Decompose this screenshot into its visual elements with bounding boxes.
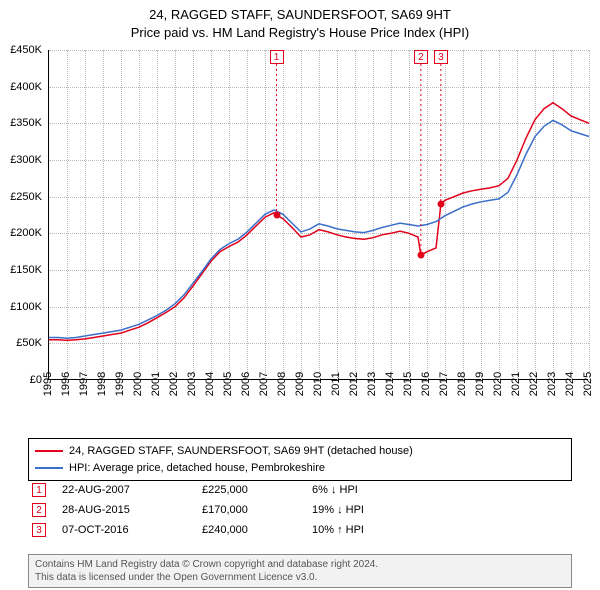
plot-rect: 1 23	[48, 50, 588, 380]
title-block: 24, RAGGED STAFF, SAUNDERSFOOT, SA69 9HT…	[0, 0, 600, 42]
sales-row: 1 22-AUG-2007£225,0006% ↓ HPI	[28, 480, 572, 500]
sale-price: £170,000	[202, 504, 312, 516]
sale-date: 07-OCT-2016	[62, 524, 202, 536]
ytick-label: £350K	[0, 117, 42, 129]
legend-label: 24, RAGGED STAFF, SAUNDERSFOOT, SA69 9HT…	[69, 443, 413, 460]
ytick-label: £450K	[0, 44, 42, 56]
xtick-label: 2008	[276, 372, 288, 396]
sale-diff: 10% ↑ HPI	[312, 524, 442, 536]
xtick-label: 2010	[312, 372, 324, 396]
xtick-label: 2005	[222, 372, 234, 396]
sale-diff: 6% ↓ HPI	[312, 484, 442, 496]
sale-diff: 19% ↓ HPI	[312, 504, 442, 516]
xtick-label: 2011	[330, 372, 342, 396]
sales-row: 2 28-AUG-2015£170,00019% ↓ HPI	[28, 500, 572, 520]
sale-dot	[273, 212, 280, 219]
xtick-label: 2018	[456, 372, 468, 396]
xtick-label: 2025	[582, 372, 594, 396]
xtick-label: 2023	[546, 372, 558, 396]
sales-row: 3 07-OCT-2016£240,00010% ↑ HPI	[28, 520, 572, 540]
sale-dot	[417, 252, 424, 259]
legend-row: 24, RAGGED STAFF, SAUNDERSFOOT, SA69 9HT…	[35, 443, 565, 460]
ytick-label: £250K	[0, 191, 42, 203]
ytick-label: £150K	[0, 264, 42, 276]
sale-price: £225,000	[202, 484, 312, 496]
xtick-label: 2001	[150, 372, 162, 396]
xtick-label: 2012	[348, 372, 360, 396]
footer: Contains HM Land Registry data © Crown c…	[28, 554, 572, 588]
xtick-label: 2016	[420, 372, 432, 396]
sale-marker-box: 3	[434, 50, 448, 64]
sale-marker-box: 2	[414, 50, 428, 64]
ytick-label: £0	[0, 374, 42, 386]
chart-area: 123 £0£50K£100K£150K£200K£250K£300K£350K…	[48, 50, 588, 410]
xtick-label: 1996	[60, 372, 72, 396]
xtick-label: 2017	[438, 372, 450, 396]
footer-line2: This data is licensed under the Open Gov…	[35, 571, 565, 584]
chart-container: 24, RAGGED STAFF, SAUNDERSFOOT, SA69 9HT…	[0, 0, 600, 590]
sale-row-marker: 2	[32, 503, 46, 517]
xtick-label: 2020	[492, 372, 504, 396]
xtick-label: 2014	[384, 372, 396, 396]
xtick-label: 2024	[564, 372, 576, 396]
legend: 24, RAGGED STAFF, SAUNDERSFOOT, SA69 9HT…	[28, 438, 572, 481]
xtick-label: 2000	[132, 372, 144, 396]
sales-table: 1 22-AUG-2007£225,0006% ↓ HPI 2 28-AUG-2015…	[28, 480, 572, 540]
xtick-label: 2007	[258, 372, 270, 396]
xtick-label: 1999	[114, 372, 126, 396]
xtick-label: 2013	[366, 372, 378, 396]
legend-swatch	[35, 450, 63, 452]
sale-dot	[437, 201, 444, 208]
legend-swatch	[35, 467, 63, 469]
legend-row: HPI: Average price, detached house, Pemb…	[35, 460, 565, 477]
series-line	[49, 103, 589, 341]
xtick-label: 2002	[168, 372, 180, 396]
footer-line1: Contains HM Land Registry data © Crown c…	[35, 558, 565, 571]
sale-date: 22-AUG-2007	[62, 484, 202, 496]
title-address: 24, RAGGED STAFF, SAUNDERSFOOT, SA69 9HT	[0, 6, 600, 24]
title-subtitle: Price paid vs. HM Land Registry's House …	[0, 24, 600, 42]
ytick-label: £200K	[0, 227, 42, 239]
gridline-v	[589, 50, 590, 380]
xtick-label: 2019	[474, 372, 486, 396]
legend-label: HPI: Average price, detached house, Pemb…	[69, 460, 325, 477]
xtick-label: 1997	[78, 372, 90, 396]
xtick-label: 1998	[96, 372, 108, 396]
ytick-label: £400K	[0, 81, 42, 93]
xtick-label: 2022	[528, 372, 540, 396]
sale-row-marker: 1	[32, 483, 46, 497]
xtick-label: 2021	[510, 372, 522, 396]
ytick-label: £300K	[0, 154, 42, 166]
xtick-label: 2009	[294, 372, 306, 396]
sale-date: 28-AUG-2015	[62, 504, 202, 516]
xtick-label: 2006	[240, 372, 252, 396]
sale-row-marker: 3	[32, 523, 46, 537]
sale-price: £240,000	[202, 524, 312, 536]
xtick-label: 1995	[42, 372, 54, 396]
xtick-label: 2015	[402, 372, 414, 396]
xtick-label: 2003	[186, 372, 198, 396]
line-plot	[49, 50, 589, 380]
sale-marker-box: 1	[270, 50, 284, 64]
ytick-label: £50K	[0, 337, 42, 349]
xtick-label: 2004	[204, 372, 216, 396]
ytick-label: £100K	[0, 301, 42, 313]
